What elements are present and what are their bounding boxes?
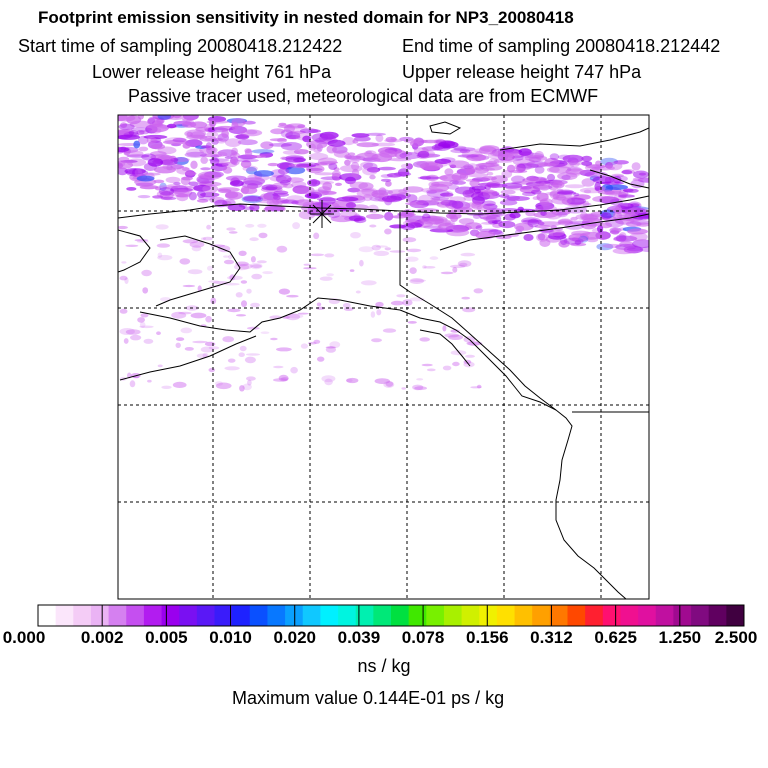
colorbar-tick-label: 0.156 bbox=[465, 628, 509, 647]
colorbar-cell bbox=[532, 605, 551, 626]
colorbar-cell bbox=[602, 605, 621, 626]
colorbar-cell bbox=[655, 605, 674, 626]
colorbar-cell bbox=[355, 605, 374, 626]
start-time-label: Start time of sampling 20080418.212422 bbox=[18, 36, 343, 56]
colorbar-cell bbox=[514, 605, 533, 626]
colorbar-cell bbox=[302, 605, 321, 626]
colorbar-cell bbox=[638, 605, 657, 626]
release-point-marker bbox=[310, 200, 334, 228]
coastlines bbox=[118, 121, 649, 599]
colorbar-cell bbox=[338, 605, 357, 626]
chart-title: Footprint emission sensitivity in nested… bbox=[38, 8, 574, 27]
colorbar-cell bbox=[673, 605, 692, 626]
colorbar-cell bbox=[126, 605, 145, 626]
colorbar-cell bbox=[408, 605, 427, 626]
map-frame bbox=[117, 114, 650, 600]
colorbar-cell bbox=[391, 605, 410, 626]
tracer-note: Passive tracer used, meteorological data… bbox=[128, 86, 599, 106]
colorbar-tick-label: 0.005 bbox=[145, 628, 188, 647]
colorbar-cell bbox=[691, 605, 710, 626]
graticule bbox=[118, 115, 649, 599]
colorbar-tick-label: 0.020 bbox=[273, 628, 316, 647]
colorbar-cell bbox=[496, 605, 515, 626]
colorbar-tick-label: 0.000 bbox=[2, 628, 46, 647]
colorbar-tick-label: 1.250 bbox=[658, 628, 702, 647]
colorbar-cell bbox=[249, 605, 268, 626]
colorbar-cell bbox=[90, 605, 109, 626]
colorbar-cell bbox=[267, 605, 286, 626]
colorbar-cell bbox=[55, 605, 74, 626]
colorbar-cell bbox=[108, 605, 127, 626]
colorbar-cell bbox=[479, 605, 498, 626]
end-time-label: End time of sampling 20080418.212442 bbox=[402, 36, 721, 56]
colorbar-tick-label: 2.500 bbox=[714, 628, 758, 647]
colorbar-tick-label: 0.625 bbox=[594, 628, 637, 647]
colorbar-cell bbox=[567, 605, 586, 626]
colorbar-cell bbox=[143, 605, 162, 626]
colorbar-cells bbox=[37, 605, 745, 626]
colorbar-cell bbox=[161, 605, 180, 626]
sensitivity-field bbox=[118, 115, 649, 392]
colorbar-cell bbox=[585, 605, 604, 626]
colorbar-cell bbox=[443, 605, 462, 626]
lower-height-label: Lower release height 761 hPa bbox=[92, 62, 332, 82]
colorbar-cell bbox=[179, 605, 198, 626]
colorbar-cell bbox=[232, 605, 251, 626]
colorbar-cell bbox=[726, 605, 745, 626]
colorbar-cell bbox=[426, 605, 445, 626]
colorbar-cell bbox=[549, 605, 568, 626]
colorbar-frame bbox=[37, 604, 745, 627]
colorbar-tick-label: 0.039 bbox=[337, 628, 381, 647]
colorbar-tick-label: 0.312 bbox=[530, 628, 573, 647]
colorbar-tick-label: 0.002 bbox=[80, 628, 124, 647]
colorbar-cell bbox=[708, 605, 727, 626]
colorbar-cell bbox=[196, 605, 215, 626]
colorbar-cell bbox=[620, 605, 639, 626]
colorbar-cell bbox=[461, 605, 480, 626]
maximum-value-label: Maximum value 0.144E-01 ps / kg bbox=[232, 688, 505, 708]
colorbar-cell bbox=[320, 605, 339, 626]
colorbar-cell bbox=[285, 605, 304, 626]
colorbar-cell bbox=[214, 605, 233, 626]
colorbar-cell bbox=[373, 605, 392, 626]
colorbar-tick-label: 0.010 bbox=[209, 628, 252, 647]
colorbar-cell bbox=[38, 605, 57, 626]
colorbar-unit: ns / kg bbox=[357, 656, 411, 676]
colorbar-tick-label: 0.078 bbox=[401, 628, 445, 647]
upper-height-label: Upper release height 747 hPa bbox=[402, 62, 642, 82]
colorbar-cell bbox=[73, 605, 92, 626]
